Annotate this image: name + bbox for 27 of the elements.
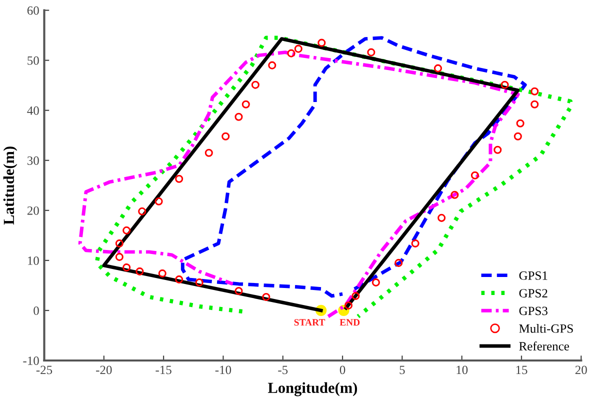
y-tick-label: 40 [27, 106, 39, 115]
x-tick-label: -5 [278, 366, 288, 374]
x-tick-label: 10 [456, 366, 468, 374]
annotation: START [294, 319, 326, 326]
y-tick-label: 60 [27, 6, 39, 15]
y-tick-label: 30 [27, 156, 39, 165]
y-tick-label: 20 [27, 206, 39, 215]
x-tick-label: -15 [156, 366, 172, 374]
x-tick-label: 15 [516, 366, 528, 374]
y-axis-title: Latitude(m) [3, 146, 18, 225]
x-tick-label: 20 [575, 366, 587, 374]
y-tick-label: 10 [28, 256, 39, 265]
legend-label: Reference [519, 342, 569, 350]
legend-label: GPS1 [519, 271, 548, 280]
y-tick-label: 50 [28, 56, 39, 65]
y-tick-label: 0 [34, 306, 39, 315]
legend-label: GPS2 [519, 289, 548, 298]
x-axis-title: Longitude(m) [268, 382, 358, 396]
legend-label: GPS3 [519, 306, 548, 316]
x-tick-label: -20 [96, 366, 112, 374]
x-tick-label: 0 [340, 366, 346, 374]
x-tick-label: -10 [215, 366, 232, 374]
annotation: END [340, 319, 360, 326]
x-tick-label: 5 [400, 366, 405, 374]
legend-label: Multi-GPS [519, 324, 573, 333]
y-tick-label: -10 [23, 356, 39, 365]
x-tick-label: -25 [36, 366, 52, 374]
